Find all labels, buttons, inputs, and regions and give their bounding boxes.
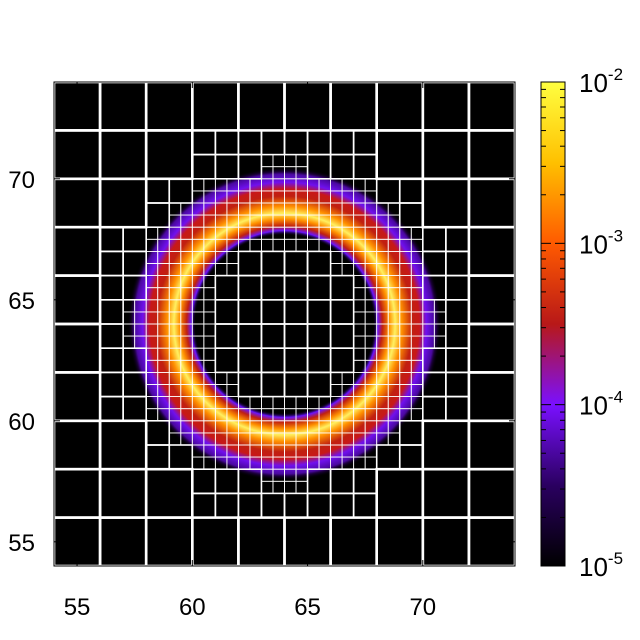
colorbar-tick-base: 10 xyxy=(579,229,608,259)
y-axis: 55 60 65 70 xyxy=(8,167,515,557)
plot-area xyxy=(52,80,517,568)
colorbar-tick-exponent: -2 xyxy=(608,65,623,84)
colorbar-tick-exponent: -4 xyxy=(608,388,623,407)
y-tick-label: 55 xyxy=(8,530,35,557)
colorbar-tick-label: 10-4 xyxy=(579,388,623,421)
colorbar-tick-label: 10-3 xyxy=(579,226,623,259)
x-tick-label: 60 xyxy=(179,594,206,621)
x-tick-label: 70 xyxy=(409,594,436,621)
y-tick-label: 60 xyxy=(8,409,35,436)
colorbar-tick-label: 10-2 xyxy=(579,65,623,98)
colorbar-tick-exponent: -3 xyxy=(608,226,623,245)
y-tick-label: 70 xyxy=(8,167,35,194)
colorbar-tick-base: 10 xyxy=(579,68,608,98)
colorbar-minor-ticks xyxy=(541,88,565,518)
plot-frame xyxy=(53,81,516,567)
colorbar-tick-base: 10 xyxy=(579,552,608,582)
colorbar: 10-510-410-310-2 xyxy=(540,65,623,582)
colorbar-ticks: 10-510-410-310-2 xyxy=(541,65,623,582)
colorbar-tick-exponent: -5 xyxy=(608,549,623,568)
x-axis: 55 60 65 70 xyxy=(64,82,436,621)
colorbar-scale xyxy=(540,81,566,567)
y-tick-label: 65 xyxy=(8,288,35,315)
amr-mesh-grid xyxy=(52,80,517,568)
x-tick-label: 55 xyxy=(64,594,91,621)
x-tick-label: 65 xyxy=(294,594,321,621)
colorbar-tick-label: 10-5 xyxy=(579,549,623,582)
colorbar-tick-base: 10 xyxy=(579,391,608,421)
